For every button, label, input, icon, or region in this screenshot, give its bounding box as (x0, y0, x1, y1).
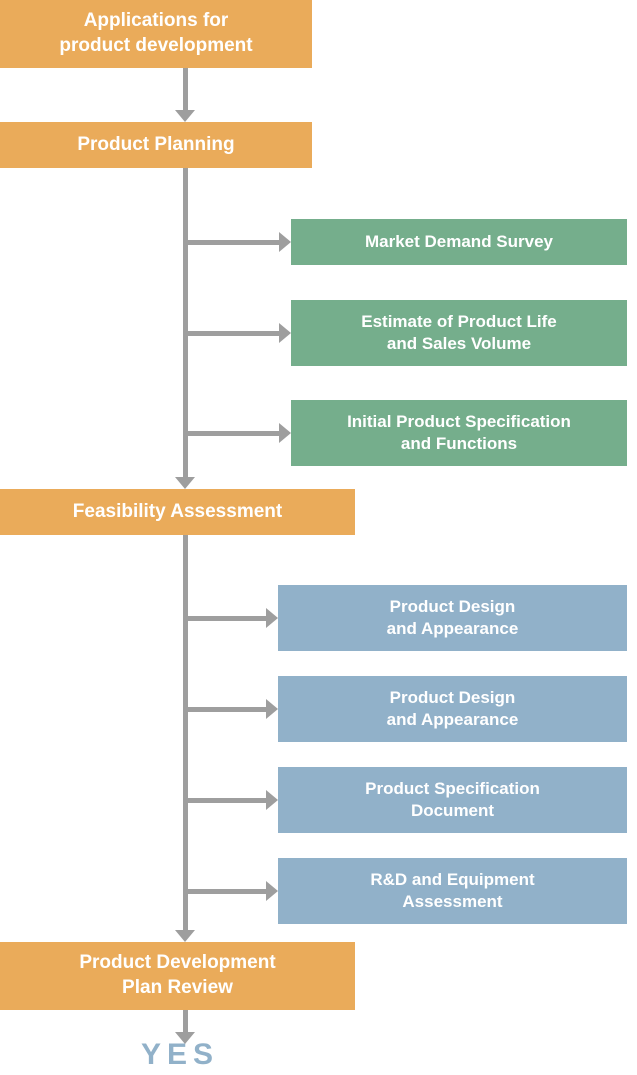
node-rd: R&D and EquipmentAssessment (278, 858, 627, 924)
node-market: Market Demand Survey (291, 219, 627, 265)
arrow-head-down (175, 110, 195, 122)
arrow-head-right (266, 608, 278, 628)
arrow-line (185, 431, 279, 436)
node-applications: Applications forproduct development (0, 0, 312, 68)
arrow-line (185, 240, 279, 245)
arrow-head-right (266, 881, 278, 901)
arrow-head-right (279, 232, 291, 252)
arrow-line (183, 535, 188, 930)
node-design1: Product Designand Appearance (278, 585, 627, 651)
node-spec: Product SpecificationDocument (278, 767, 627, 833)
arrow-head-down (175, 477, 195, 489)
arrow-line (185, 889, 266, 894)
arrow-line (185, 707, 266, 712)
arrow-head-right (279, 423, 291, 443)
arrow-line (183, 68, 188, 110)
node-design2: Product Designand Appearance (278, 676, 627, 742)
arrow-line (185, 616, 266, 621)
node-review: Product DevelopmentPlan Review (0, 942, 355, 1010)
node-estimate: Estimate of Product Lifeand Sales Volume (291, 300, 627, 366)
arrow-head-right (266, 699, 278, 719)
arrow-head-down (175, 930, 195, 942)
arrow-line (185, 798, 266, 803)
arrow-head-right (279, 323, 291, 343)
arrow-head-right (266, 790, 278, 810)
node-initial: Initial Product Specificationand Functio… (291, 400, 627, 466)
node-feasibility: Feasibility Assessment (0, 489, 355, 535)
arrow-line (183, 1010, 188, 1032)
arrow-head-down (175, 1032, 195, 1044)
node-planning: Product Planning (0, 122, 312, 168)
arrow-line (185, 331, 279, 336)
